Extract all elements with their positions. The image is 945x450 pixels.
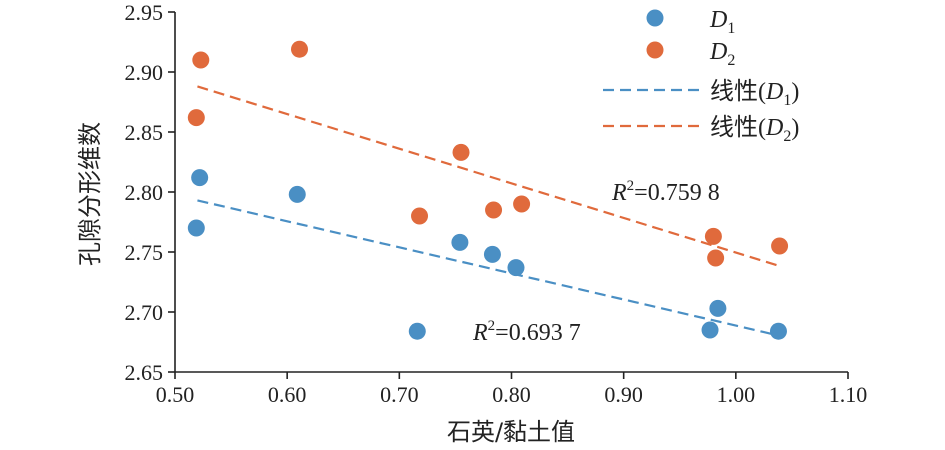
axes — [174, 12, 848, 373]
point-d1 — [288, 185, 306, 203]
x-tick-label: 0.50 — [156, 382, 195, 407]
y-tick-label: 2.95 — [125, 0, 164, 25]
y-ticks: 2.65 2.70 2.75 2.80 2.85 2.90 2.95 — [125, 0, 175, 385]
point-d1 — [769, 322, 787, 340]
point-d1 — [187, 219, 205, 237]
y-tick-label: 2.80 — [125, 180, 164, 205]
point-d2 — [291, 40, 309, 58]
point-d2 — [707, 249, 725, 267]
r2-annotation-d2: R2=0.759 8 — [611, 178, 720, 206]
y-axis-title: 孔隙分形维数 — [76, 122, 104, 266]
y-tick-label: 2.70 — [125, 300, 164, 325]
point-d1 — [451, 233, 469, 251]
point-d2 — [452, 143, 470, 161]
x-tick-label: 0.80 — [492, 382, 531, 407]
legend-marker-d1 — [646, 9, 664, 27]
x-tick-label: 0.70 — [380, 382, 419, 407]
point-d1 — [701, 321, 719, 339]
trendline-d2 — [197, 85, 782, 268]
point-d2 — [187, 109, 205, 127]
legend-trend-label-d2: 线性(D2) — [710, 114, 799, 145]
point-d2 — [704, 227, 722, 245]
point-d2 — [771, 237, 789, 255]
trendlines — [197, 85, 782, 338]
x-ticks: 0.50 0.60 0.70 0.80 0.90 1.00 1.10 — [156, 372, 868, 407]
point-d1 — [507, 259, 525, 277]
x-tick-label: 1.00 — [717, 382, 756, 407]
point-d1 — [483, 245, 501, 263]
point-d1 — [191, 169, 209, 187]
r2-annotations: R2=0.693 7 R2=0.759 8 — [472, 178, 720, 346]
legend-marker-d2 — [646, 41, 664, 59]
y-tick-label: 2.65 — [125, 360, 164, 385]
data-points — [187, 40, 789, 340]
legend-label-d1: D1 — [709, 7, 735, 37]
x-tick-label: 0.90 — [604, 382, 643, 407]
x-tick-label: 0.60 — [268, 382, 307, 407]
point-d1 — [408, 322, 426, 340]
legend-label-d2: D2 — [709, 39, 735, 69]
x-axis-title: 石英/黏土值 — [447, 418, 575, 446]
y-tick-label: 2.75 — [125, 240, 164, 265]
y-tick-label: 2.90 — [125, 60, 164, 85]
trendline-d1 — [197, 199, 781, 338]
point-d1 — [709, 299, 727, 317]
r2-annotation-d1: R2=0.693 7 — [472, 318, 581, 346]
point-d2 — [513, 195, 531, 213]
point-d2 — [192, 51, 210, 69]
x-tick-label: 1.10 — [829, 382, 868, 407]
y-tick-label: 2.85 — [125, 120, 164, 145]
point-d2 — [485, 201, 503, 219]
point-d2 — [411, 207, 429, 225]
legend-trend-label-d1: 线性(D1) — [710, 78, 799, 109]
